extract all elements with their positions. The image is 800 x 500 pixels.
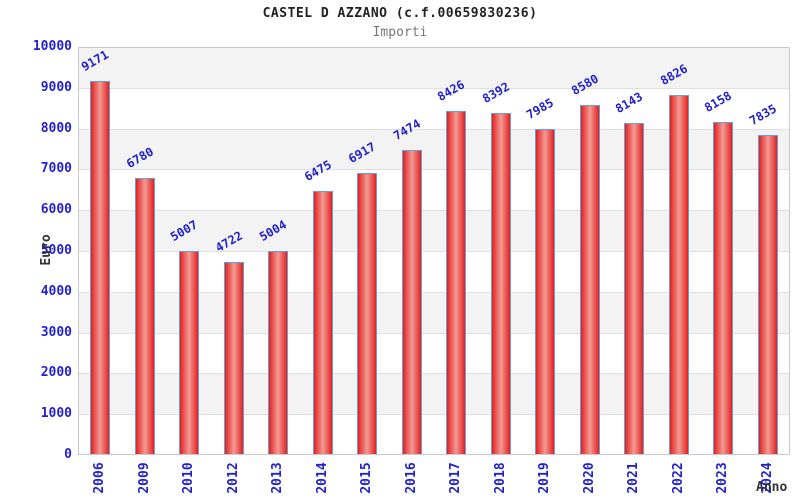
gridline	[78, 414, 790, 416]
bar	[223, 262, 244, 455]
bar	[624, 122, 645, 455]
x-axis-title: Anno	[756, 480, 788, 495]
bar	[134, 178, 155, 455]
y-tick-label: 5000	[40, 243, 72, 258]
chart-title: CASTEL D AZZANO (c.f.00659830236)	[262, 6, 538, 21]
gridline	[78, 210, 790, 212]
bar	[446, 111, 467, 455]
bar	[401, 150, 422, 455]
x-tick-label: 2019	[537, 462, 553, 494]
y-tick-label: 9000	[40, 79, 72, 95]
bar	[357, 172, 378, 455]
y-tick-label: 8000	[40, 120, 72, 136]
x-tick-label: 2017	[448, 462, 464, 494]
bar	[713, 122, 734, 455]
y-tick-label: 0	[64, 447, 72, 462]
gridline	[78, 332, 790, 334]
y-tick-label: 10000	[32, 39, 72, 54]
x-tick-label: 2020	[581, 462, 597, 494]
y-tick-label: 3000	[40, 324, 72, 340]
gridline	[78, 128, 790, 130]
x-tick-label: 2018	[492, 462, 508, 494]
plot-area: 9171 6780 5007 4722 5004 6475 6917 7474 8426 8392…	[78, 47, 790, 455]
x-tick-label: 2023	[715, 462, 731, 494]
gridline	[78, 87, 790, 89]
gridline	[78, 373, 790, 375]
y-tick-label: 1000	[40, 406, 72, 422]
y-tick-label: 7000	[40, 161, 72, 177]
x-tick-label: 2021	[626, 462, 642, 494]
x-tick-label: 2009	[136, 462, 152, 494]
x-tick-label: 2012	[225, 462, 241, 494]
gridline	[78, 169, 790, 171]
y-tick-label: 4000	[40, 283, 72, 299]
bar	[490, 112, 511, 455]
gridline	[78, 291, 790, 293]
bar	[312, 190, 333, 455]
x-tick-label: 2022	[670, 462, 686, 494]
plot-band	[78, 47, 790, 88]
y-tick-label: 6000	[40, 202, 72, 218]
bar	[179, 250, 200, 455]
x-tick-label: 2016	[403, 462, 419, 494]
bar	[268, 250, 289, 455]
x-tick-label: 2006	[92, 462, 108, 494]
bar	[579, 104, 600, 455]
x-tick-label: 2014	[314, 462, 330, 494]
bar	[90, 80, 111, 455]
bar	[535, 129, 556, 455]
gridline	[78, 251, 790, 252]
bar	[668, 94, 689, 455]
y-axis-title: Euro	[39, 234, 54, 266]
bar	[757, 135, 778, 455]
y-tick-label: 2000	[40, 365, 72, 381]
x-tick-label: 2013	[270, 462, 286, 494]
x-tick-label: 2010	[181, 462, 197, 494]
chart-subtitle: Importi	[372, 25, 428, 40]
x-tick-label: 2015	[359, 462, 375, 494]
